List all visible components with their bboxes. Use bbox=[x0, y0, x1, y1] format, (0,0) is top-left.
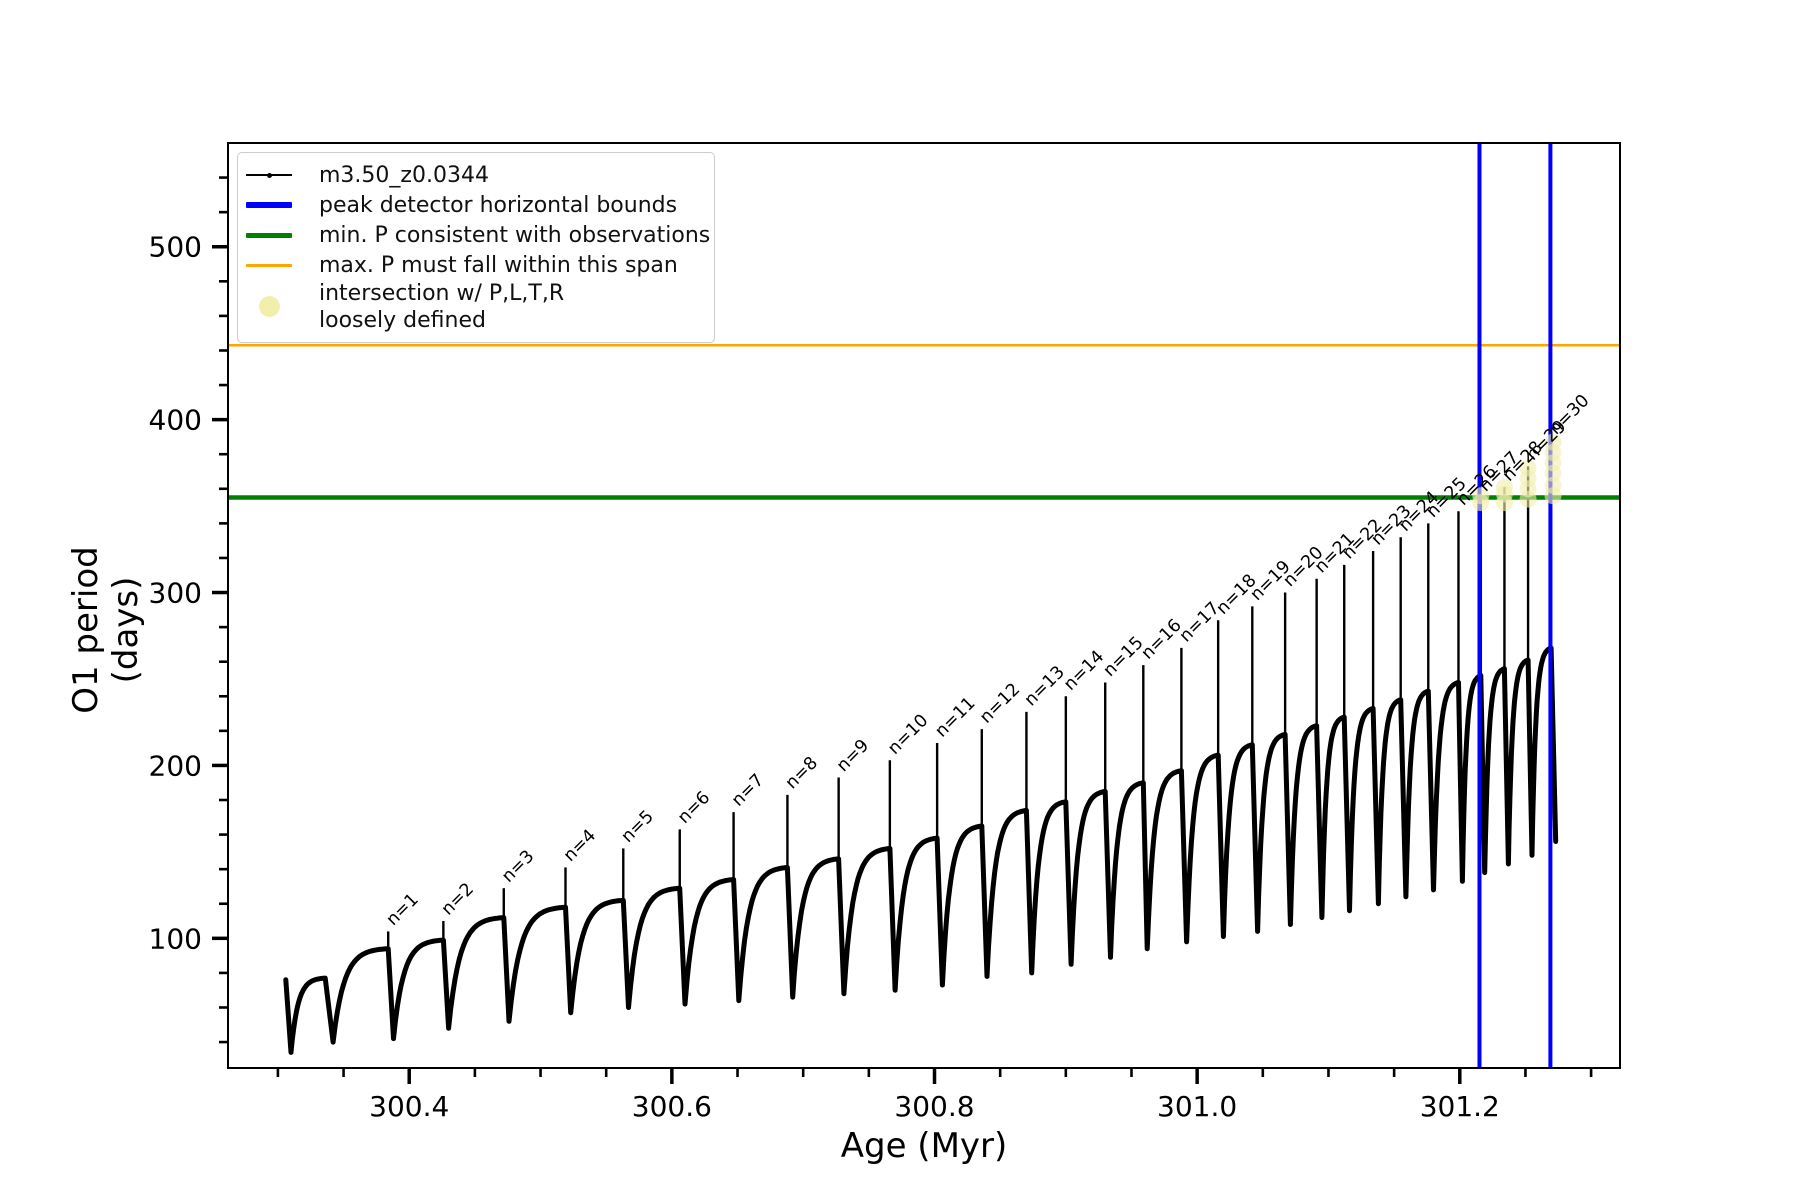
legend-entry-min-p: min. P consistent with observations bbox=[246, 220, 710, 250]
yellow-circle-swatch bbox=[246, 296, 292, 318]
peak-label: n=6 bbox=[674, 788, 714, 828]
y-tick-label: 500 bbox=[149, 231, 202, 264]
legend-label-line1: intersection w/ P,L,T,R bbox=[319, 281, 565, 306]
peak-label: n=10 bbox=[884, 711, 932, 759]
x-tick-label: 301.0 bbox=[1157, 1090, 1237, 1123]
x-tick-label: 301.2 bbox=[1420, 1090, 1500, 1123]
legend-label: m3.50_z0.0344 bbox=[319, 162, 489, 188]
model-curve bbox=[283, 645, 1559, 1055]
legend-label: max. P must fall within this span bbox=[319, 252, 678, 278]
x-tick-label: 300.8 bbox=[894, 1090, 974, 1123]
y-tick-label: 100 bbox=[149, 922, 202, 955]
intersection-marker bbox=[1544, 433, 1562, 451]
peak-label: n=16 bbox=[1138, 616, 1186, 664]
intersection-marker bbox=[1495, 478, 1513, 496]
peak-label: n=3 bbox=[498, 847, 538, 887]
intersection-marker bbox=[1519, 459, 1537, 477]
green-line-swatch bbox=[246, 232, 292, 238]
legend-label: min. P consistent with observations bbox=[319, 222, 711, 248]
orange-line-swatch bbox=[246, 263, 292, 267]
intersection-marker bbox=[1472, 487, 1490, 505]
peak-label: n=15 bbox=[1100, 633, 1148, 681]
model-line-swatch bbox=[246, 172, 292, 178]
peak-label: n=4 bbox=[560, 826, 600, 866]
legend-label: intersection w/ P,L,T,R loosely defined bbox=[319, 280, 564, 334]
y-tick-label: 300 bbox=[149, 577, 202, 610]
intersection-marker bbox=[1544, 476, 1562, 494]
peak-label: n=7 bbox=[728, 770, 768, 810]
x-tick-label: 300.4 bbox=[369, 1090, 449, 1123]
legend-entry-model: m3.50_z0.0344 bbox=[246, 160, 704, 190]
legend-entry-max-p: max. P must fall within this span bbox=[246, 250, 704, 280]
peak-label: n=12 bbox=[976, 680, 1024, 728]
peak-label: n=5 bbox=[618, 807, 658, 847]
legend: m3.50_z0.0344 peak detector horizontal b… bbox=[237, 152, 715, 343]
peak-label: n=2 bbox=[438, 879, 478, 919]
x-axis-title: Age (Myr) bbox=[840, 1126, 1008, 1166]
peak-label: n=13 bbox=[1021, 662, 1069, 710]
y-tick-label: 200 bbox=[149, 749, 202, 782]
y-tick-label: 400 bbox=[149, 404, 202, 437]
legend-entry-peak-bounds: peak detector horizontal bounds bbox=[246, 190, 704, 220]
legend-label-line2: loosely defined bbox=[319, 308, 486, 333]
legend-label: peak detector horizontal bounds bbox=[319, 192, 678, 218]
marker-dot-icon bbox=[266, 172, 272, 178]
peak-label: n=8 bbox=[782, 753, 822, 793]
peak-label: n=14 bbox=[1060, 647, 1108, 695]
intersection-marker-icon bbox=[259, 296, 280, 317]
legend-entry-intersection: intersection w/ P,L,T,R loosely defined bbox=[246, 280, 704, 334]
x-tick-label: 300.6 bbox=[632, 1090, 712, 1123]
peak-label: n=9 bbox=[833, 736, 873, 776]
peak-label: n=11 bbox=[931, 693, 979, 741]
blue-line-swatch bbox=[246, 202, 292, 208]
y-axis-title: O1 period (days) bbox=[66, 546, 146, 714]
peak-label: n=1 bbox=[383, 890, 423, 930]
axes-frame bbox=[227, 142, 1621, 1069]
